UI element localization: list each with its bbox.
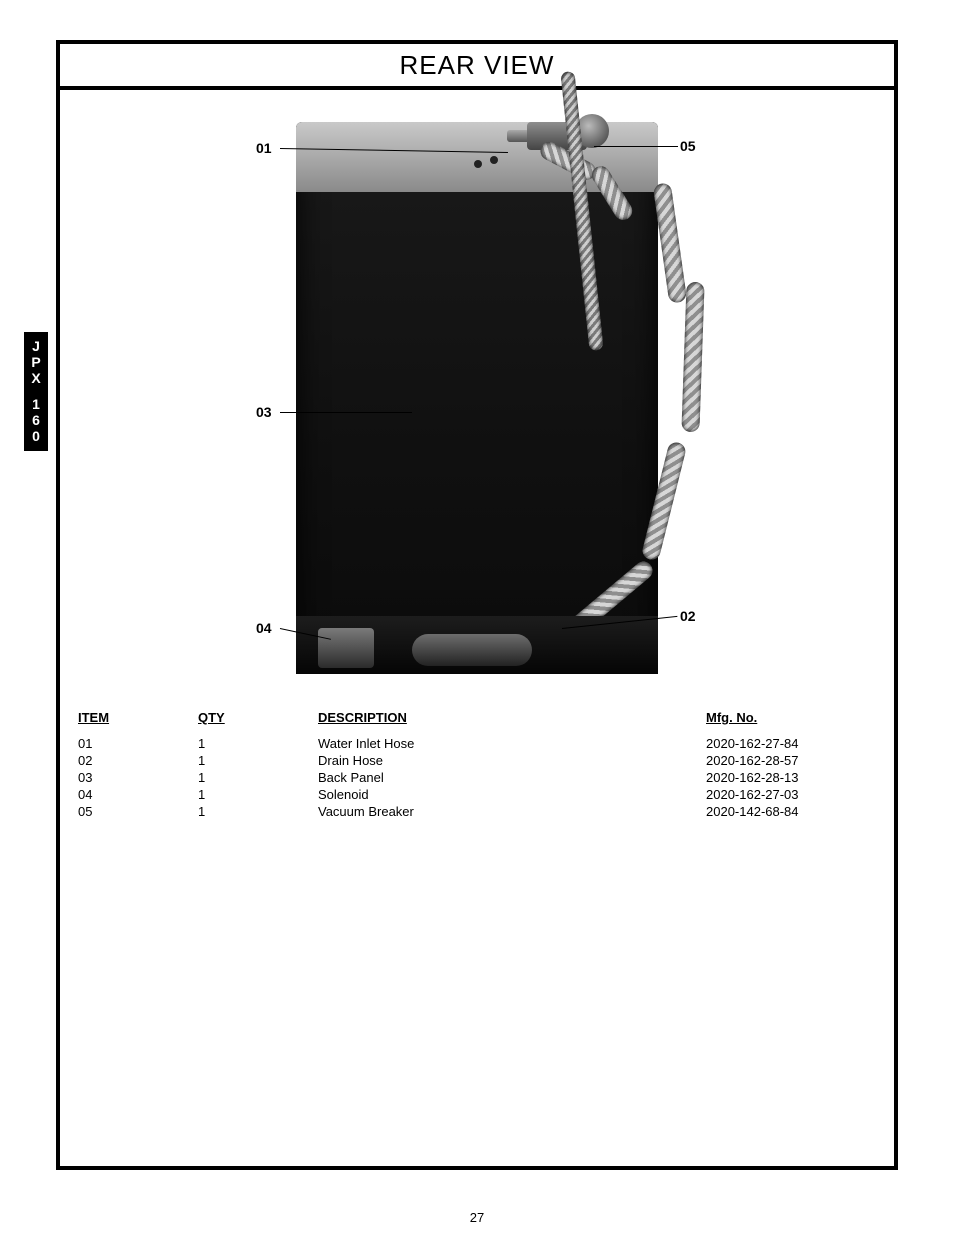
callout-01: 01 (256, 140, 272, 156)
cell-desc: Back Panel (318, 769, 706, 786)
cell-qty: 1 (198, 769, 318, 786)
cell-mfg: 2020-162-27-03 (706, 786, 876, 803)
page-frame: J P X 1 6 0 REAR VIEW (56, 40, 898, 1170)
cell-desc: Solenoid (318, 786, 706, 803)
side-tab-digit: 0 (32, 428, 40, 444)
cell-mfg: 2020-162-28-57 (706, 752, 876, 769)
page-title: REAR VIEW (400, 50, 555, 81)
page-number: 27 (0, 1210, 954, 1225)
cell-desc: Vacuum Breaker (318, 803, 706, 820)
callout-05: 05 (680, 138, 696, 154)
cell-qty: 1 (198, 786, 318, 803)
page: J P X 1 6 0 REAR VIEW (0, 0, 954, 1235)
cell-desc: Water Inlet Hose (318, 735, 706, 752)
cell-qty: 1 (198, 803, 318, 820)
col-header-qty: QTY (198, 710, 318, 735)
leader-line-icon (280, 412, 412, 413)
cell-item: 02 (78, 752, 198, 769)
leader-line-icon (594, 146, 678, 147)
rear-view-diagram: 01 05 03 04 02 (262, 108, 692, 688)
cell-desc: Drain Hose (318, 752, 706, 769)
col-header-mfg: Mfg. No. (706, 710, 876, 735)
cell-item: 04 (78, 786, 198, 803)
drain-hose-icon (412, 634, 532, 666)
side-tab-digit: 6 (32, 412, 40, 428)
side-tab-digit: 1 (32, 396, 40, 412)
parts-table: ITEM QTY DESCRIPTION Mfg. No. 01 1 Water… (78, 710, 876, 820)
col-header-desc: DESCRIPTION (318, 710, 706, 735)
side-tab-letter: P (31, 354, 40, 370)
cell-item: 01 (78, 735, 198, 752)
callout-02: 02 (680, 608, 696, 624)
callout-03: 03 (256, 404, 272, 420)
side-tab-letter: J (32, 338, 40, 354)
cell-mfg: 2020-142-68-84 (706, 803, 876, 820)
solenoid-icon (318, 628, 374, 668)
callout-04: 04 (256, 620, 272, 636)
model-side-tab: J P X 1 6 0 (24, 332, 48, 451)
cell-qty: 1 (198, 735, 318, 752)
top-fastener-icon (472, 154, 512, 172)
dot-icon (474, 160, 482, 168)
cell-qty: 1 (198, 752, 318, 769)
content-area: 01 05 03 04 02 ITEM QTY DESCRIPTION Mfg.… (60, 90, 894, 1162)
water-inlet-hose-icon (681, 282, 704, 433)
side-tab-letter: X (31, 370, 40, 386)
cell-item: 03 (78, 769, 198, 786)
title-bar: REAR VIEW (60, 44, 894, 90)
cell-item: 05 (78, 803, 198, 820)
cell-mfg: 2020-162-28-13 (706, 769, 876, 786)
dot-icon (490, 156, 498, 164)
col-header-item: ITEM (78, 710, 198, 735)
cell-mfg: 2020-162-27-84 (706, 735, 876, 752)
